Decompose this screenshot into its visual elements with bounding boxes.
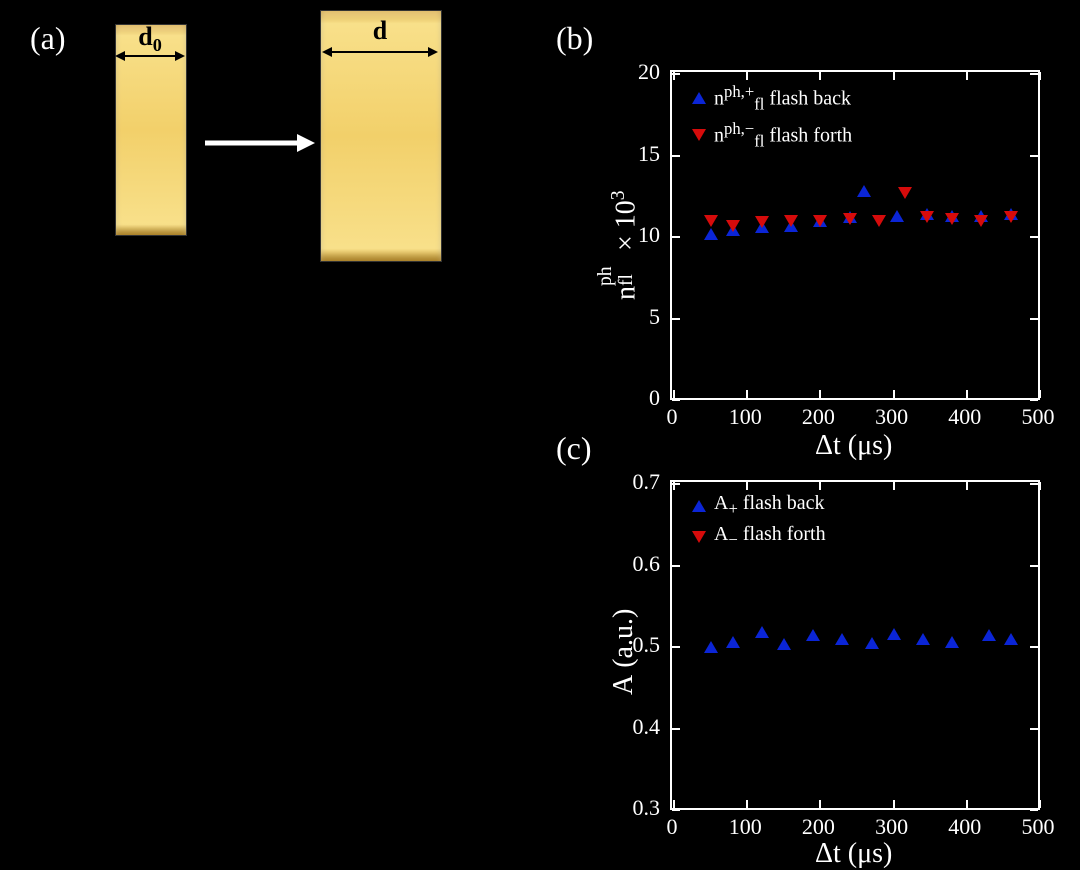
data-marker [1004,633,1018,645]
y-tick-label: 0.6 [633,551,661,577]
y-tick-label: 0.7 [633,469,661,495]
data-marker [945,636,959,648]
data-marker [1004,211,1018,223]
x-tick-label: 500 [1022,814,1055,840]
y-tick-label: 10 [638,222,660,248]
data-marker [806,629,820,641]
data-marker [755,216,769,228]
x-tick-label: 100 [729,814,762,840]
chart-c: A+ flash back A− flash forth [670,480,1040,810]
legend-text: nph,+fl flash back [714,82,851,115]
legend-text: A+ flash back [714,492,825,519]
x-tick-label: 300 [875,404,908,430]
legend-row: A+ flash back [692,492,826,519]
y-tick-label: 0.3 [633,795,661,821]
chart-b-xlabel: Δt (μs) [815,430,892,462]
data-marker [704,215,718,227]
y-tick-label: 0 [649,385,660,411]
data-marker [813,215,827,227]
x-tick-label: 500 [1022,404,1055,430]
legend-marker-icon [692,500,706,512]
data-marker [887,628,901,640]
dim-arrow-d0 [115,48,185,64]
legend-text: A− flash forth [714,523,826,550]
between-arrow [195,128,315,158]
legend-marker-icon [692,129,706,141]
chart-c-xlabel: Δt (μs) [815,838,892,870]
x-tick-label: 200 [802,814,835,840]
dim-arrow-d [322,44,438,60]
panel-c-label: (c) [556,430,592,467]
data-marker [872,215,886,227]
legend-row: A− flash forth [692,523,826,550]
data-marker [857,185,871,197]
data-marker [916,633,930,645]
panel-a-label: (a) [30,20,66,57]
y-tick-label: 15 [638,141,660,167]
dim-d-text: d [373,16,387,45]
data-marker [704,228,718,240]
legend: A+ flash back A− flash forth [692,492,826,550]
data-marker [982,629,996,641]
legend-marker-icon [692,531,706,543]
legend: nph,+fl flash back nph,−fl flash forth [692,82,852,151]
x-tick-label: 100 [729,404,762,430]
data-marker [726,636,740,648]
x-tick-label: 200 [802,404,835,430]
x-tick-label: 400 [948,814,981,840]
chart-b: nph,+fl flash back nph,−fl flash forth [670,70,1040,400]
y-tick-label: 0.5 [633,632,661,658]
data-marker [784,215,798,227]
data-marker [865,637,879,649]
data-marker [755,626,769,638]
data-marker [704,641,718,653]
data-marker [843,213,857,225]
x-tick-label: 0 [667,404,678,430]
legend-row: nph,+fl flash back [692,82,852,115]
dim-label-d: d [320,16,440,46]
data-marker [920,211,934,223]
x-tick-label: 300 [875,814,908,840]
y-tick-label: 5 [649,304,660,330]
data-marker [835,633,849,645]
dim-d0-text: d [138,22,152,51]
data-marker [726,220,740,232]
data-marker [974,215,988,227]
legend-text: nph,−fl flash forth [714,119,852,152]
y-tick-label: 20 [638,59,660,85]
data-marker [890,210,904,222]
data-marker [898,187,912,199]
legend-row: nph,−fl flash forth [692,119,852,152]
y-tick-label: 0.4 [633,714,661,740]
panel-b-label: (b) [556,20,593,57]
x-tick-label: 400 [948,404,981,430]
data-marker [777,638,791,650]
data-marker [945,213,959,225]
x-tick-label: 0 [667,814,678,840]
legend-marker-icon [692,92,706,104]
